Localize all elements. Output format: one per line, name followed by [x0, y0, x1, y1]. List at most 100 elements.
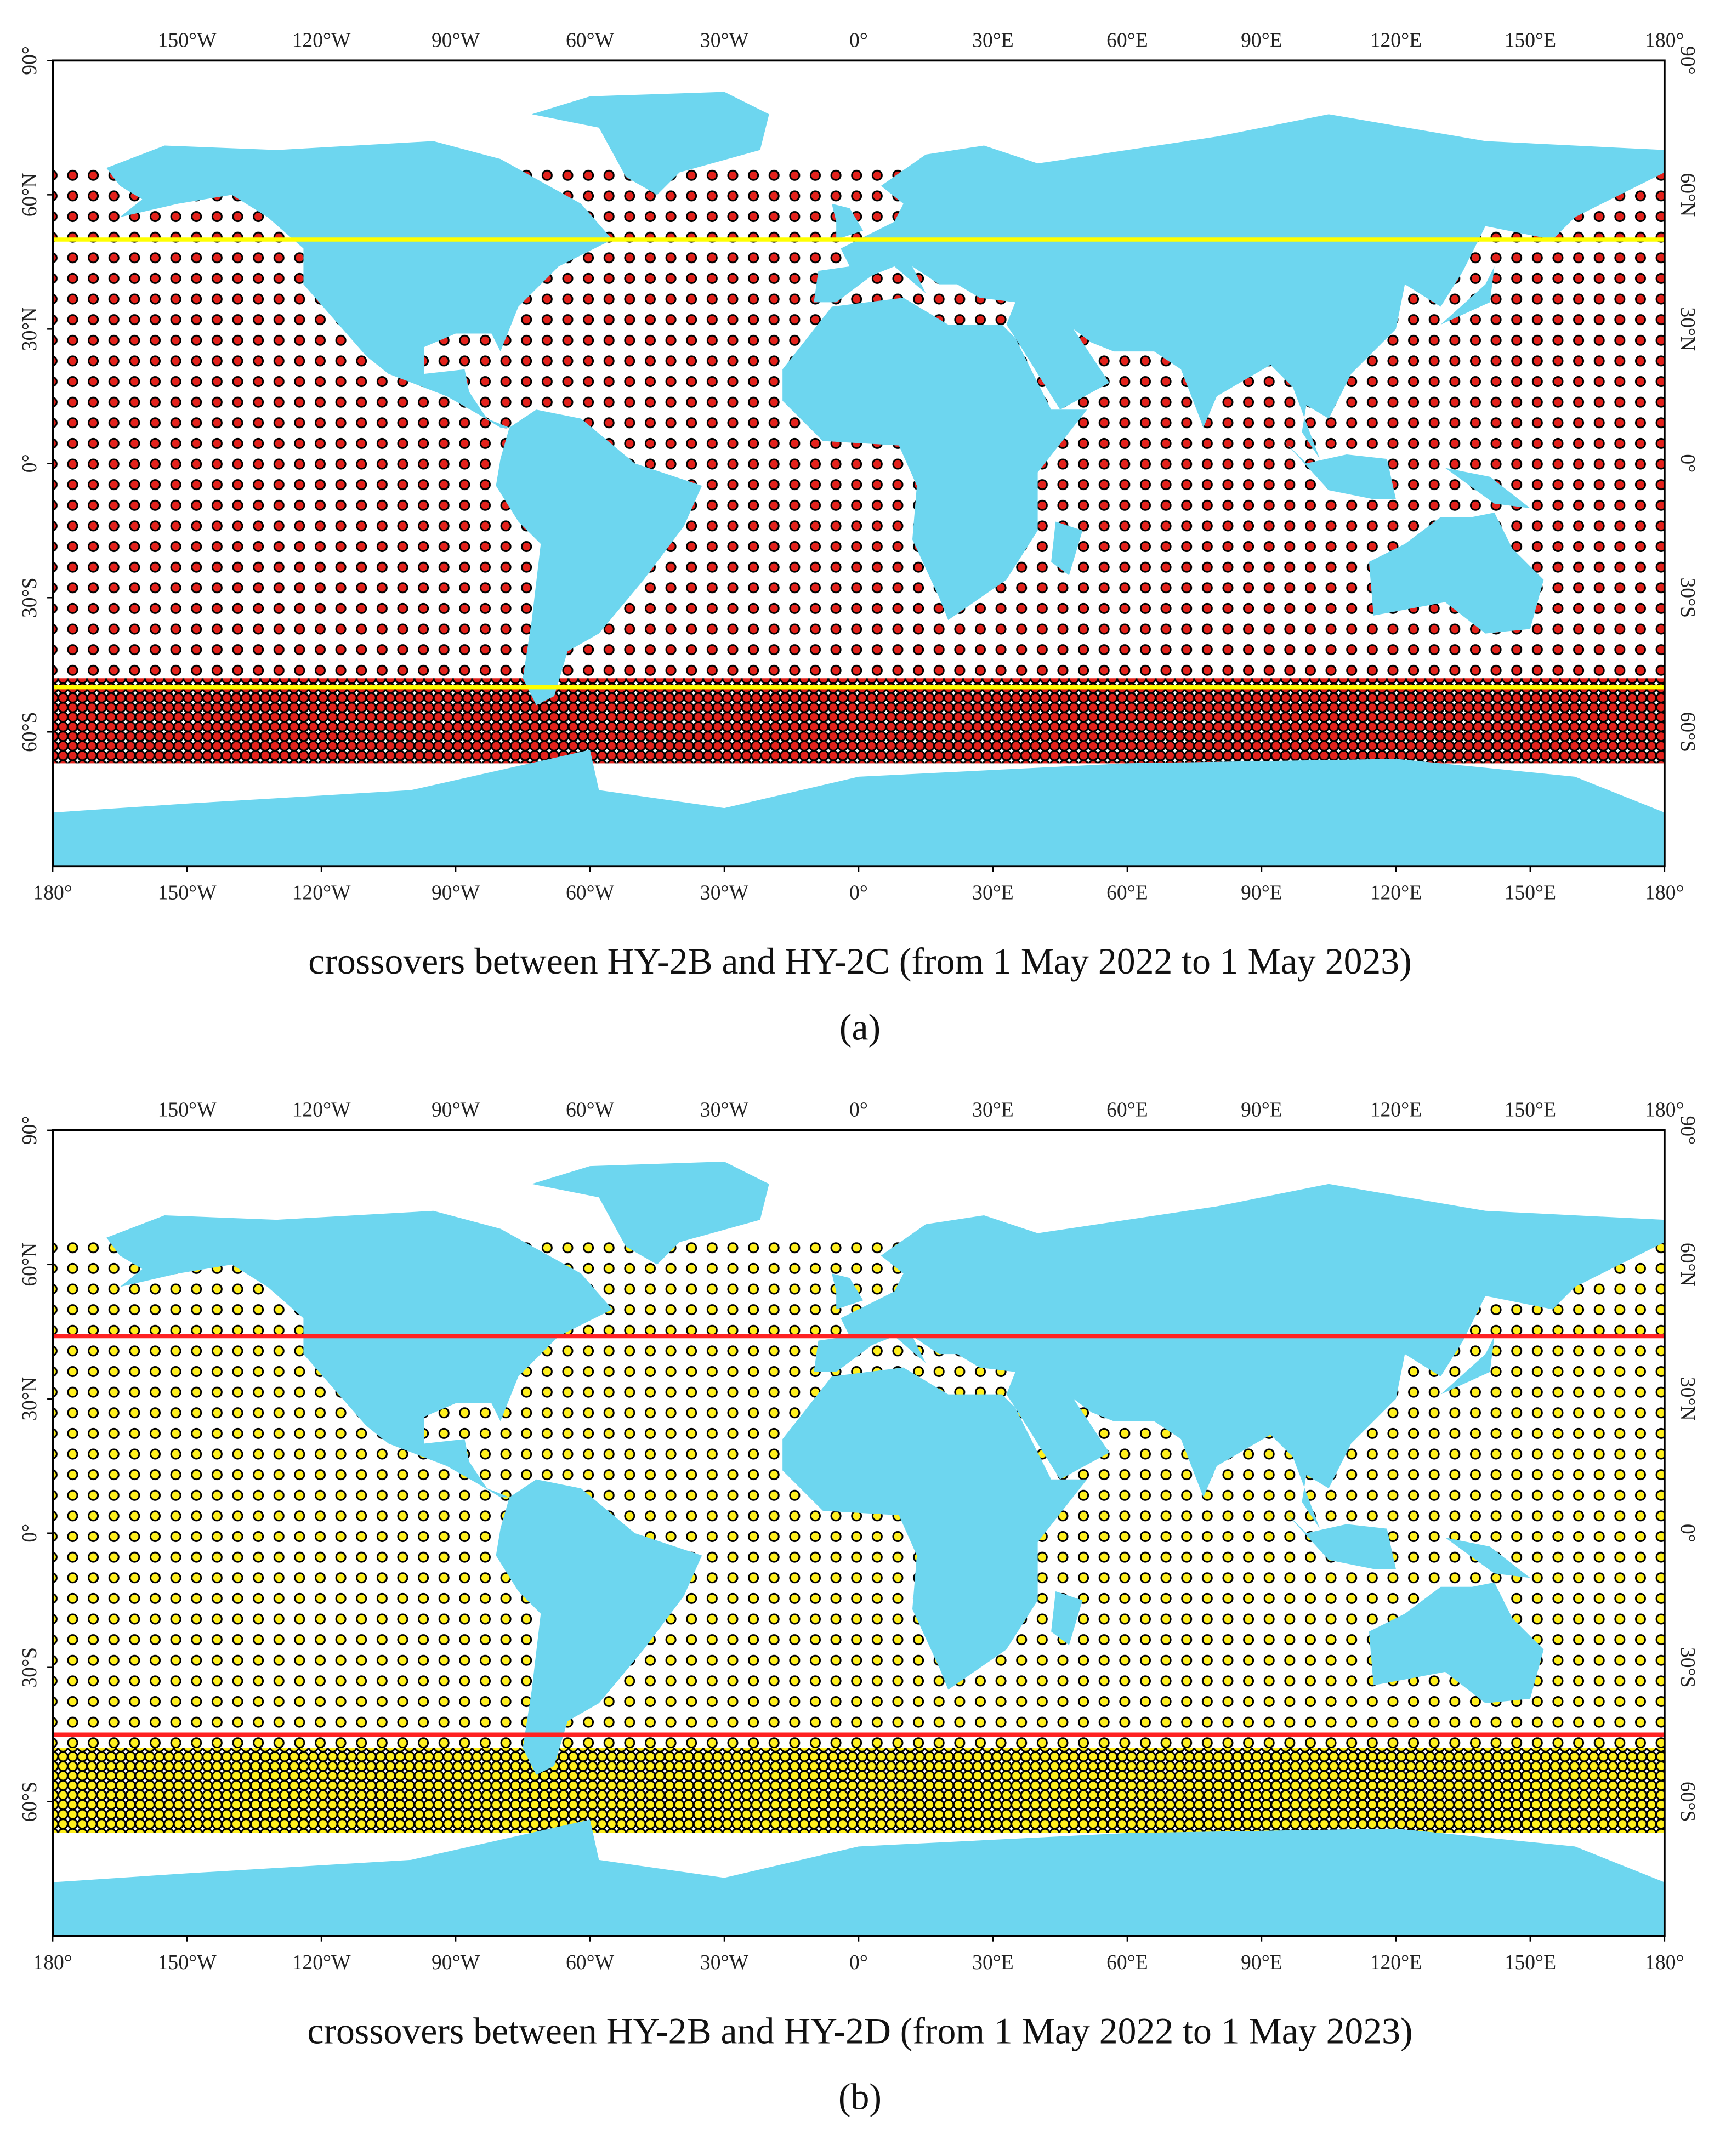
- lon-tick-label-top: 90°W: [432, 1099, 480, 1122]
- crossover-zone-dense: [53, 1748, 1665, 1833]
- lon-tick-label: 150°E: [1505, 1951, 1556, 1974]
- land: [1440, 266, 1495, 325]
- lon-tick-label: 90°W: [432, 1951, 480, 1974]
- land: [831, 203, 864, 240]
- lon-tick-label-top: 150°E: [1505, 1099, 1556, 1122]
- lon-tick-label-top: 150°W: [158, 1099, 217, 1122]
- land: [1369, 513, 1544, 634]
- lon-tick-label: 60°E: [1106, 881, 1148, 904]
- land: [496, 409, 702, 706]
- lon-tick-label: 60°W: [566, 881, 615, 904]
- lat-tick-label: 90°: [18, 1116, 41, 1145]
- lat-tick-label-right: 0°: [1676, 1524, 1699, 1543]
- land: [1445, 468, 1530, 508]
- map-panel: 180° 150°W 150°W 120°W 120°W 90°W 90°W 60°W 60°W…: [18, 29, 1699, 1048]
- lon-tick-label: 30°W: [700, 881, 749, 904]
- lat-tick-label: 0°: [18, 454, 41, 473]
- lon-tick-label-top: 180°: [1645, 1099, 1684, 1122]
- lat-tick-label: 60°S: [18, 712, 41, 752]
- lon-tick-label-top: 30°W: [700, 1099, 749, 1122]
- caption: crossovers between HY-2B and HY-2D (from…: [307, 2010, 1412, 2051]
- lat-tick-label: 30°N: [18, 307, 41, 351]
- lon-tick-label-top: 90°E: [1241, 1099, 1282, 1122]
- lat-tick-label: 60°N: [18, 173, 41, 217]
- land: [782, 298, 1087, 621]
- lon-tick-label: 90°E: [1241, 881, 1282, 904]
- lat-tick-label-right: 90°: [1676, 1116, 1699, 1145]
- panel-label: (a): [839, 1006, 881, 1048]
- lon-tick-label-top: 120°W: [292, 1099, 351, 1122]
- caption: crossovers between HY-2B and HY-2C (from…: [308, 941, 1411, 982]
- lon-tick-label-top: 90°W: [432, 29, 480, 52]
- lon-tick-label-top: 0°: [849, 29, 868, 52]
- lon-tick-label: 30°E: [972, 881, 1014, 904]
- lon-tick-label-top: 180°: [1645, 29, 1684, 52]
- land: [106, 141, 612, 428]
- panel-label: (b): [838, 2077, 882, 2118]
- lon-tick-label-top: 30°E: [972, 1099, 1014, 1122]
- lon-tick-label: 150°E: [1505, 881, 1556, 904]
- lat-tick-label-right: 30°N: [1676, 307, 1699, 351]
- lon-tick-label-top: 150°W: [158, 29, 217, 52]
- crossover-zone-dense: [53, 678, 1665, 764]
- lon-tick-label: 180°: [33, 1951, 72, 1974]
- lat-tick-label: 30°S: [18, 1647, 41, 1688]
- land: [782, 1367, 1087, 1690]
- lon-tick-label: 30°E: [972, 1951, 1014, 1974]
- lon-tick-label: 180°: [1645, 881, 1684, 904]
- lon-tick-label: 150°W: [158, 1951, 217, 1974]
- lat-tick-label-right: 60°N: [1676, 1243, 1699, 1287]
- land: [1445, 1537, 1530, 1578]
- land: [53, 1819, 1665, 1936]
- lat-tick-label-right: 60°N: [1676, 173, 1699, 217]
- lon-tick-label-top: 60°E: [1106, 29, 1148, 52]
- lon-tick-label: 0°: [849, 1951, 868, 1974]
- lat-tick-label-right: 60°S: [1676, 712, 1699, 752]
- lon-tick-label: 90°W: [432, 881, 480, 904]
- map-panel: 180° 150°W 150°W 120°W 120°W 90°W 90°W 60°W 60°W…: [18, 1099, 1699, 2118]
- lon-tick-label-top: 30°W: [700, 29, 749, 52]
- lon-tick-label-top: 0°: [849, 1099, 868, 1122]
- lon-tick-label-top: 120°E: [1370, 1099, 1422, 1122]
- land: [1284, 1510, 1396, 1569]
- lat-tick-label-right: 0°: [1676, 454, 1699, 473]
- lon-tick-label: 120°E: [1370, 1951, 1422, 1974]
- lon-tick-label: 150°W: [158, 881, 217, 904]
- land: [814, 1184, 1665, 1529]
- lat-tick-label-right: 90°: [1676, 46, 1699, 75]
- lon-tick-label-top: 120°W: [292, 29, 351, 52]
- lat-tick-label-right: 60°S: [1676, 1782, 1699, 1822]
- land: [1051, 521, 1083, 576]
- lat-tick-label: 30°S: [18, 577, 41, 618]
- land: [1051, 1591, 1083, 1645]
- lon-tick-label-top: 120°E: [1370, 29, 1422, 52]
- lat-tick-label: 60°N: [18, 1243, 41, 1287]
- land: [531, 92, 769, 195]
- land: [53, 749, 1665, 867]
- land: [106, 1210, 612, 1498]
- lon-tick-label: 30°W: [700, 1951, 749, 1974]
- lon-tick-label: 60°W: [566, 1951, 615, 1974]
- land: [814, 114, 1665, 459]
- lon-tick-label-top: 90°E: [1241, 29, 1282, 52]
- land: [831, 1273, 864, 1310]
- lon-tick-label: 120°W: [292, 1951, 351, 1974]
- land: [1369, 1582, 1544, 1704]
- land: [496, 1479, 702, 1775]
- lon-tick-label: 180°: [33, 881, 72, 904]
- lat-tick-label: 0°: [18, 1524, 41, 1543]
- lat-tick-label-right: 30°S: [1676, 577, 1699, 618]
- lon-tick-label-top: 150°E: [1505, 29, 1556, 52]
- land: [1440, 1336, 1495, 1395]
- lat-tick-label: 90°: [18, 46, 41, 75]
- lon-tick-label: 120°W: [292, 881, 351, 904]
- lon-tick-label: 60°E: [1106, 1951, 1148, 1974]
- lat-tick-label-right: 30°S: [1676, 1647, 1699, 1688]
- lon-tick-label-top: 60°E: [1106, 1099, 1148, 1122]
- lat-tick-label: 30°N: [18, 1377, 41, 1421]
- lon-tick-label: 0°: [849, 881, 868, 904]
- lon-tick-label-top: 60°W: [566, 1099, 615, 1122]
- lon-tick-label-top: 30°E: [972, 29, 1014, 52]
